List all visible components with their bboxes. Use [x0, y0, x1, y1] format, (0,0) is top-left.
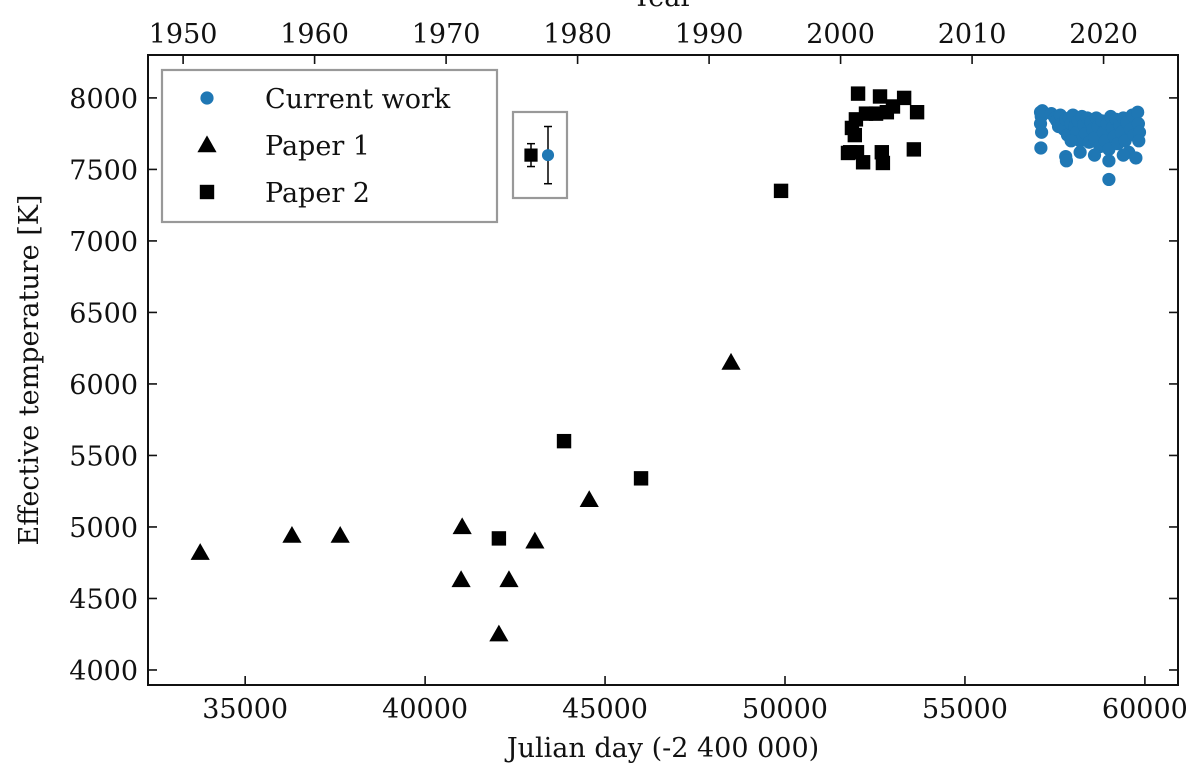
y-tick-label: 7000: [69, 227, 138, 258]
point: [855, 155, 871, 170]
point: [1132, 134, 1146, 148]
x-axis-label: Julian day (-2 400 000): [504, 733, 819, 764]
y-tick-label: 5000: [69, 513, 138, 544]
point: [1102, 154, 1116, 168]
point: [773, 183, 789, 199]
point: [875, 155, 891, 171]
x2-tick-label: 2020: [1069, 19, 1138, 50]
x2-tick-label: 1970: [412, 19, 481, 50]
point: [499, 570, 519, 588]
point: [840, 145, 856, 161]
point: [1129, 151, 1143, 165]
point: [524, 148, 538, 162]
y-tick-label: 5500: [69, 441, 138, 472]
x2-tick-label: 1960: [280, 19, 349, 50]
point: [872, 89, 888, 104]
point: [1102, 172, 1116, 187]
legend-label: Paper 1: [265, 131, 370, 162]
point: [190, 543, 210, 560]
x-tick-label: 50000: [742, 694, 828, 725]
x2-axis-label: Year: [632, 0, 694, 13]
point: [1073, 145, 1087, 159]
point: [896, 90, 912, 106]
y-tick-label: 4500: [69, 584, 138, 615]
point: [1116, 148, 1130, 162]
plot-frame: [147, 54, 1179, 686]
point: [1035, 125, 1049, 139]
point: [906, 142, 922, 157]
point: [1064, 134, 1078, 148]
y-tick-label: 7500: [69, 155, 138, 186]
point: [330, 525, 350, 543]
point: [1131, 105, 1145, 119]
point: [451, 570, 471, 588]
y-tick-label: 6500: [69, 298, 138, 329]
point: [847, 127, 863, 143]
error-example-box: [511, 110, 569, 200]
legend-marker: [197, 135, 217, 153]
point: [579, 490, 599, 507]
point: [850, 86, 866, 101]
point: [885, 99, 901, 114]
point: [282, 525, 302, 543]
x2-tick-label: 1950: [149, 19, 218, 50]
point: [1087, 148, 1102, 162]
y-tick-label: 8000: [69, 84, 138, 115]
legend-marker: [199, 184, 215, 200]
point: [525, 531, 545, 549]
x-tick-label: 45000: [562, 694, 648, 725]
point: [556, 433, 572, 449]
legend-label: Current work: [265, 84, 451, 115]
point: [633, 471, 649, 486]
point: [541, 149, 555, 162]
point: [491, 531, 507, 546]
point: [1059, 154, 1074, 168]
x2-tick-label: 1980: [543, 19, 612, 50]
x-tick-label: 60000: [1102, 694, 1188, 725]
legend-marker: [200, 91, 214, 105]
point: [1034, 141, 1048, 155]
point: [909, 105, 925, 120]
x-tick-label: 40000: [382, 694, 468, 725]
x2-tick-label: 2010: [938, 19, 1007, 50]
point: [489, 624, 509, 642]
x-tick-label: 35000: [202, 694, 288, 725]
x2-tick-label: 1990: [675, 19, 744, 50]
legend-box: [160, 68, 499, 224]
y-tick-label: 4000: [69, 656, 138, 687]
point: [452, 517, 472, 535]
legend-label: Paper 2: [265, 178, 370, 209]
x-tick-label: 55000: [922, 694, 1008, 725]
y-axis-label: Effective temperature [K]: [14, 195, 45, 546]
x2-tick-label: 2000: [806, 19, 875, 50]
point: [721, 352, 741, 370]
y-tick-label: 6000: [69, 370, 138, 401]
